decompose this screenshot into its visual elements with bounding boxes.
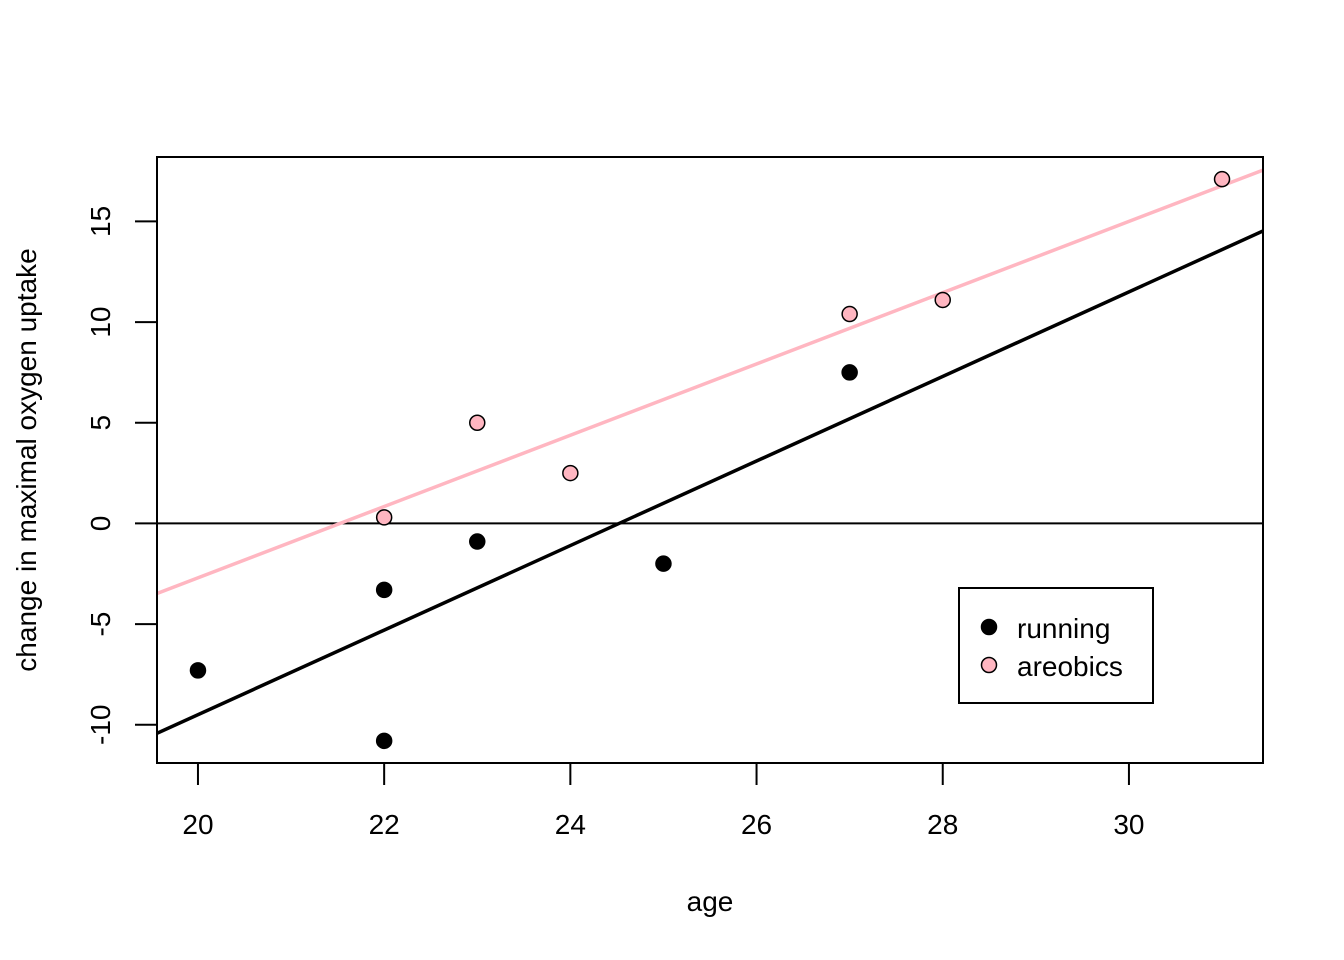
point-running — [469, 533, 486, 550]
x-tick-label: 28 — [927, 809, 958, 840]
y-axis-title: change in maximal oxygen uptake — [11, 248, 42, 671]
x-tick-label: 30 — [1113, 809, 1144, 840]
y-tick-label: 15 — [85, 206, 116, 237]
plot-area — [157, 168, 1263, 750]
fit-line-areobics — [157, 168, 1263, 596]
y-tick-label: 0 — [85, 516, 116, 532]
y-tick-label: -10 — [85, 705, 116, 745]
point-running — [189, 662, 207, 679]
y-axis: -10 -5 0 5 10 15 — [85, 206, 158, 745]
point-areobics — [841, 305, 858, 323]
point-areobics — [469, 414, 486, 432]
point-areobics — [934, 291, 951, 309]
plot-frame — [156, 156, 1264, 764]
x-axis: 20 22 24 26 28 30 — [182, 762, 1145, 840]
y-tick-label: -5 — [85, 612, 116, 637]
point-running — [655, 555, 672, 572]
legend-box — [958, 587, 1154, 704]
point-areobics — [562, 464, 579, 482]
x-tick-label: 20 — [182, 809, 213, 840]
x-tick-label: 22 — [369, 809, 400, 840]
point-running — [375, 581, 393, 599]
legend-label-areobics: areobics — [1017, 651, 1123, 682]
x-tick-label: 26 — [741, 809, 772, 840]
y-tick-label: 5 — [85, 415, 116, 431]
point-running — [375, 732, 393, 750]
point-areobics — [1213, 170, 1231, 188]
y-tick-label: 10 — [85, 307, 116, 338]
legend-label-running: running — [1017, 613, 1110, 644]
x-axis-title: age — [687, 886, 734, 917]
x-tick-label: 24 — [555, 809, 586, 840]
point-areobics — [375, 509, 393, 526]
legend: running areobics — [958, 587, 1154, 704]
point-running — [841, 364, 858, 381]
legend-marker-running — [980, 618, 998, 636]
fit-line-running — [157, 229, 1263, 735]
legend-marker-areobics — [980, 656, 998, 674]
